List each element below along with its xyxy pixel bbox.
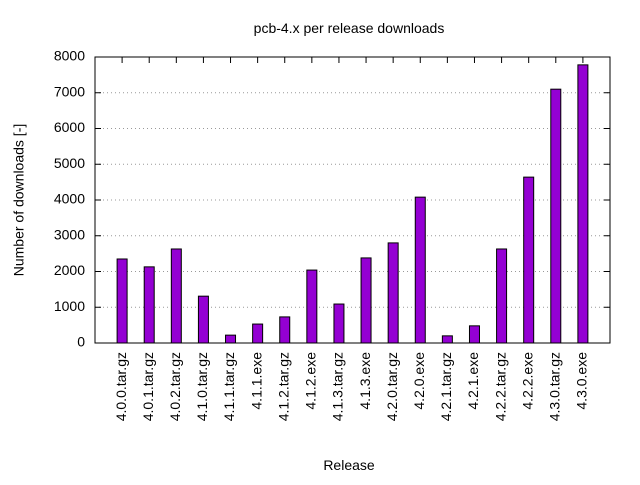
x-tick-label: 4.3.0.tar.gz [546,352,562,421]
x-tick-label: 4.1.2.tar.gz [275,352,291,421]
bar [279,316,291,344]
x-tick-label: 4.0.2.tar.gz [167,352,183,421]
bar [414,196,426,344]
x-tick-label: 4.0.1.tar.gz [140,352,156,421]
bar [197,295,209,344]
y-axis-label: Number of downloads [-] [11,124,27,277]
bar [360,257,372,344]
x-tick-label: 4.1.2.exe [303,352,319,410]
chart-title: pcb-4.x per release downloads [254,20,445,36]
bar [441,335,453,344]
bar [496,248,508,344]
x-tick-label: 4.0.0.tar.gz [113,352,129,421]
bar [225,334,237,344]
y-tick-label: 2000 [54,262,85,278]
x-tick-label: 4.2.0.tar.gz [384,352,400,421]
x-tick-label: 4.1.3.exe [357,352,373,410]
x-tick-label: 4.1.3.tar.gz [330,352,346,421]
x-tick-label: 4.1.0.tar.gz [194,352,210,421]
y-tick-label: 0 [77,334,85,350]
x-tick-label: 4.2.1.exe [465,352,481,410]
x-axis-label: Release [323,457,375,473]
bar [170,248,182,344]
x-tick-label: 4.3.0.exe [574,352,590,410]
bar [577,64,589,344]
y-tick-label: 6000 [54,119,85,135]
bar [523,176,535,344]
x-tick-label: 4.1.1.exe [248,352,264,410]
bar [468,325,480,344]
x-tick-label: 4.2.0.exe [411,352,427,410]
y-tick-label: 4000 [54,191,85,207]
y-tick-label: 3000 [54,226,85,242]
bar [306,269,318,344]
x-tick-label: 4.2.1.tar.gz [438,352,454,421]
bar [116,258,128,344]
bar [333,303,345,344]
x-tick-label: 4.1.1.tar.gz [221,352,237,421]
y-tick-label: 1000 [54,298,85,314]
bar [550,88,562,344]
plot-border [94,56,611,344]
y-tick-label: 8000 [54,48,85,64]
bar [143,266,155,344]
y-tick-label: 7000 [54,83,85,99]
x-tick-label: 4.2.2.exe [519,352,535,410]
y-tick-label: 5000 [54,155,85,171]
x-tick-label: 4.2.2.tar.gz [492,352,508,421]
bar [387,242,399,344]
bar [252,323,264,344]
